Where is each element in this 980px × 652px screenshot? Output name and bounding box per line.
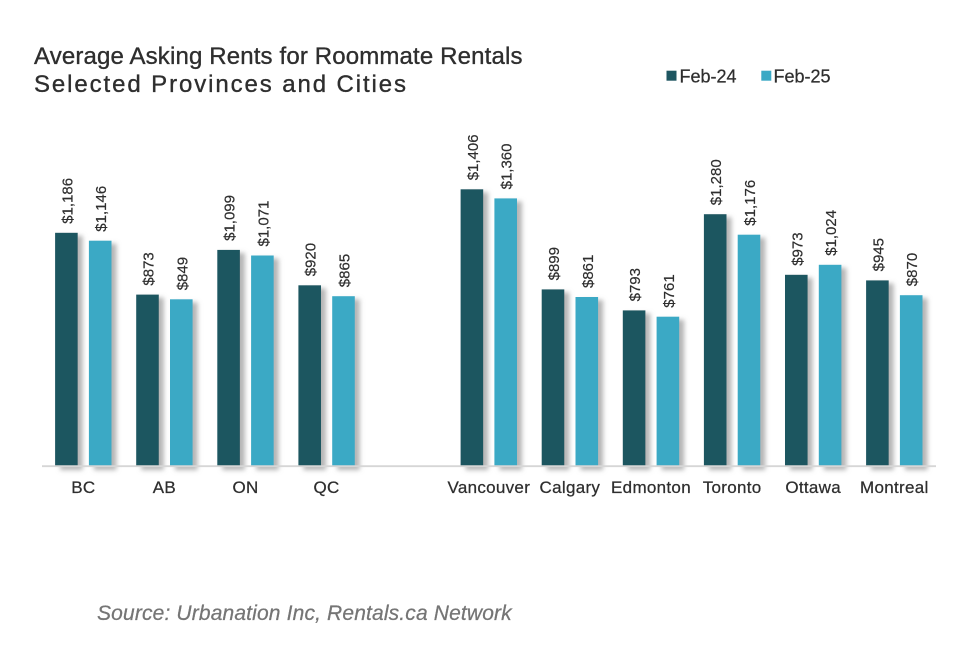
svg-text:$1,176: $1,176 [742, 180, 759, 226]
svg-text:$945: $945 [870, 238, 887, 271]
svg-text:$1,024: $1,024 [823, 210, 840, 256]
svg-text:$1,186: $1,186 [59, 178, 76, 224]
svg-text:Average Asking Rents for Roomm: Average Asking Rents for Roommate Rental… [34, 43, 523, 70]
svg-text:$761: $761 [661, 274, 678, 307]
svg-text:$1,406: $1,406 [465, 134, 482, 180]
svg-text:QC: QC [314, 478, 340, 497]
svg-text:$973: $973 [789, 232, 806, 265]
svg-text:$920: $920 [303, 243, 320, 276]
svg-text:$1,071: $1,071 [255, 201, 272, 247]
svg-text:Toronto: Toronto [703, 478, 762, 497]
svg-text:Calgary: Calgary [540, 478, 601, 497]
svg-text:$870: $870 [904, 253, 921, 286]
svg-text:$849: $849 [174, 257, 191, 290]
svg-text:$1,360: $1,360 [499, 144, 516, 190]
svg-text:Feb-24: Feb-24 [680, 66, 737, 86]
svg-text:Source: Urbanation Inc, Rental: Source: Urbanation Inc, Rentals.ca Netwo… [97, 602, 513, 625]
svg-text:Vancouver: Vancouver [447, 478, 530, 497]
svg-text:$793: $793 [627, 268, 644, 301]
svg-text:Ottawa: Ottawa [785, 478, 841, 497]
svg-text:Edmonton: Edmonton [611, 478, 691, 497]
svg-text:Montreal: Montreal [860, 478, 929, 497]
svg-text:Feb-25: Feb-25 [774, 66, 831, 86]
svg-text:$1,146: $1,146 [93, 186, 110, 232]
svg-text:BC: BC [71, 478, 95, 497]
svg-text:$899: $899 [546, 247, 563, 280]
svg-text:$1,280: $1,280 [708, 159, 725, 205]
svg-text:$861: $861 [580, 255, 597, 288]
svg-text:ON: ON [232, 478, 258, 497]
svg-text:Selected Provinces and Cities: Selected Provinces and Cities [34, 71, 408, 98]
svg-text:$1,099: $1,099 [222, 195, 239, 241]
svg-text:$873: $873 [141, 252, 158, 285]
svg-text:AB: AB [153, 478, 176, 497]
svg-text:$865: $865 [337, 254, 354, 287]
